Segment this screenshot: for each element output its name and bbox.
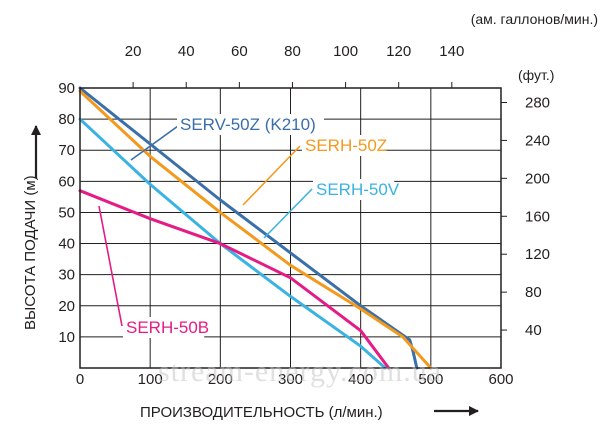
right-tick-label-2: 120 bbox=[525, 246, 550, 263]
x-tick-label-5: 500 bbox=[418, 371, 443, 388]
y-tick-label-6: 70 bbox=[58, 142, 75, 159]
series-line-0 bbox=[78, 86, 419, 370]
y-tick-label-4: 50 bbox=[58, 204, 75, 221]
y-tick-label-5: 60 bbox=[58, 173, 75, 190]
y-tick-label-1: 20 bbox=[58, 298, 75, 315]
series-line-3 bbox=[78, 189, 391, 370]
top-tick-label-5: 120 bbox=[386, 43, 411, 60]
series-label-0: SERV-50Z (K210) bbox=[180, 115, 316, 134]
right-tick-label-0: 40 bbox=[525, 322, 542, 339]
top-tick-label-3: 80 bbox=[284, 43, 301, 60]
y-tick-label-8: 90 bbox=[58, 80, 75, 97]
y-axis-title: ВЫСОТА ПОДАЧИ (м) bbox=[22, 175, 39, 330]
x-tick-label-0: 0 bbox=[76, 371, 84, 388]
x-tick-label-1: 100 bbox=[138, 371, 163, 388]
x-tick-label-3: 300 bbox=[278, 371, 303, 388]
series-leader-line-1 bbox=[242, 145, 301, 206]
series-label-background-2 bbox=[313, 179, 395, 200]
series-label-background-0 bbox=[177, 114, 324, 135]
top-axis-unit-label: (ам. галлонов/мин.) bbox=[471, 11, 598, 27]
top-tick-label-0: 20 bbox=[125, 43, 142, 60]
x-tick-label-6: 600 bbox=[488, 371, 513, 388]
watermark-text: stream-energy.com.ua bbox=[158, 355, 442, 388]
y-tick-label-7: 80 bbox=[58, 111, 75, 128]
right-tick-label-4: 200 bbox=[525, 170, 550, 187]
top-tick-label-2: 60 bbox=[231, 43, 248, 60]
right-tick-label-5: 240 bbox=[525, 132, 550, 149]
y-tick-label-3: 40 bbox=[58, 236, 75, 253]
x-tick-label-4: 400 bbox=[348, 371, 373, 388]
top-tick-label-4: 100 bbox=[333, 43, 358, 60]
series-label-background-3 bbox=[123, 317, 205, 338]
series-leader-line-3 bbox=[98, 205, 123, 327]
right-tick-label-6: 280 bbox=[525, 94, 550, 111]
plot-frame bbox=[79, 87, 502, 369]
series-labels: SERV-50Z (K210) SERH-50Z SERH-50V SERH-50B bbox=[98, 114, 400, 338]
x-tick-label-2: 200 bbox=[208, 371, 233, 388]
series-label-1: SERH-50Z bbox=[305, 136, 387, 155]
right-tick-label-1: 80 bbox=[525, 284, 542, 301]
series-leader-line-2 bbox=[263, 188, 313, 239]
series-leader-line-0 bbox=[130, 125, 179, 161]
top-tick-label-6: 140 bbox=[439, 43, 464, 60]
series-label-background-1 bbox=[302, 135, 384, 156]
right-tick-label-3: 160 bbox=[525, 208, 550, 225]
right-axis-unit-label: (фут.) bbox=[518, 67, 554, 83]
series-label-3: SERH-50B bbox=[126, 318, 209, 337]
y-tick-label-0: 10 bbox=[58, 329, 75, 346]
series-line-2 bbox=[78, 117, 387, 370]
series-label-2: SERH-50V bbox=[316, 180, 400, 199]
tick-labels: 0 100 200 300 400 500 600 10 20 30 40 50 60 70 80 90 20 4… bbox=[58, 43, 550, 388]
y-tick-label-2: 30 bbox=[58, 267, 75, 284]
series-line-1 bbox=[78, 89, 433, 370]
top-tick-label-1: 40 bbox=[178, 43, 195, 60]
x-axis-title: ПРОИЗВОДИТЕЛЬНОСТЬ (л/мин.) bbox=[140, 404, 383, 421]
series-lines bbox=[78, 86, 433, 370]
